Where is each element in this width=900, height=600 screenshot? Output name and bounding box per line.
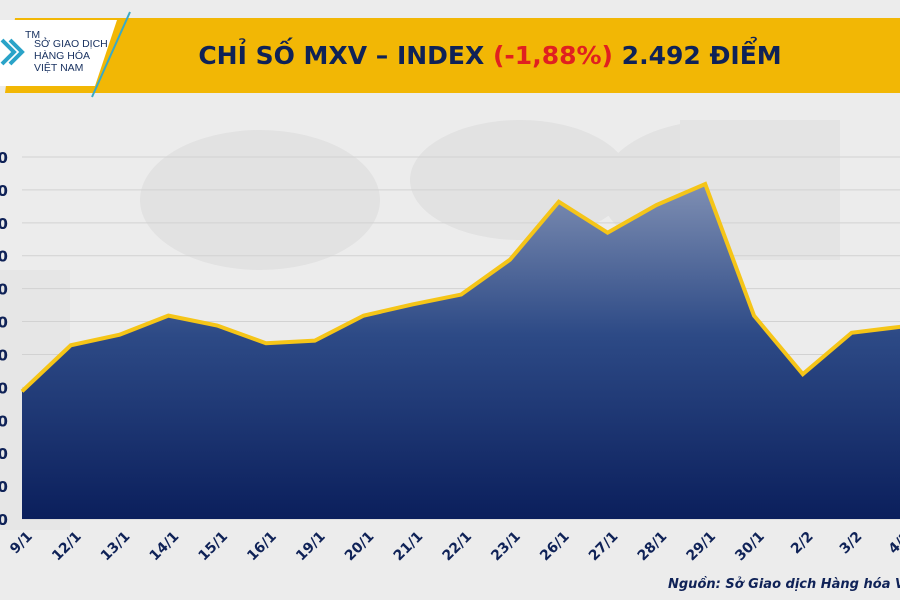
data-point [851,332,853,334]
y-tick-label: 2.700 [0,182,8,200]
y-tick-label: 2.400 [0,379,8,397]
data-point [460,294,462,296]
title-suffix: 2.492 ĐIỂM [613,36,782,70]
data-points [21,183,900,392]
logo-line-3: VIỆT NAM [34,61,83,74]
title-prefix: CHỈ SỐ MXV – INDEX [198,37,493,70]
y-axis-ticks: 2.200 2.250 2.300 2.350 2.400 2.450 2.500 2.550… [0,149,8,529]
data-point [558,201,560,203]
logo-panel [0,20,117,86]
logo-accent-line [91,11,131,98]
y-tick-label: 2.300 [0,445,8,463]
data-point [607,232,609,234]
index-area [22,183,900,519]
header-band [5,18,900,93]
y-tick-label: 2.550 [0,281,8,299]
data-point [265,342,267,344]
data-point [753,315,755,317]
data-point [21,390,23,392]
y-tick-label: 2.600 [0,248,8,266]
y-tick-label: 2.450 [0,346,8,364]
data-point [70,344,72,346]
data-point [363,315,365,317]
source-note: Nguồn: Sở Giao dịch Hàng hóa Việt Nam [668,577,900,592]
y-tick-label: 2.500 [0,314,8,332]
logo-tm: TM [25,29,40,41]
y-tick-label: 2.650 [0,215,8,233]
y-tick-label: 2.350 [0,412,8,430]
data-point [411,303,413,305]
y-tick-label: 2.250 [0,478,8,496]
data-point [704,183,706,185]
y-tick-label: 2.750 [0,149,8,167]
data-point [216,324,218,326]
y-tick-label: 2.200 [0,511,8,529]
data-point [802,373,804,375]
data-point [119,334,121,336]
data-point [509,259,511,261]
data-point [655,204,657,206]
data-point [314,340,316,342]
logo-line-1: SỞ GIAO DỊCH [34,37,108,50]
chart-title: CHỈ SỐ MXV – INDEX (-1,88%) 2.492 ĐIỂM [198,36,781,70]
data-point [167,315,169,317]
logo-line-2: HÀNG HÓA [34,49,90,62]
logo-icon [0,38,25,66]
title-change: (-1,88%) [493,41,613,70]
